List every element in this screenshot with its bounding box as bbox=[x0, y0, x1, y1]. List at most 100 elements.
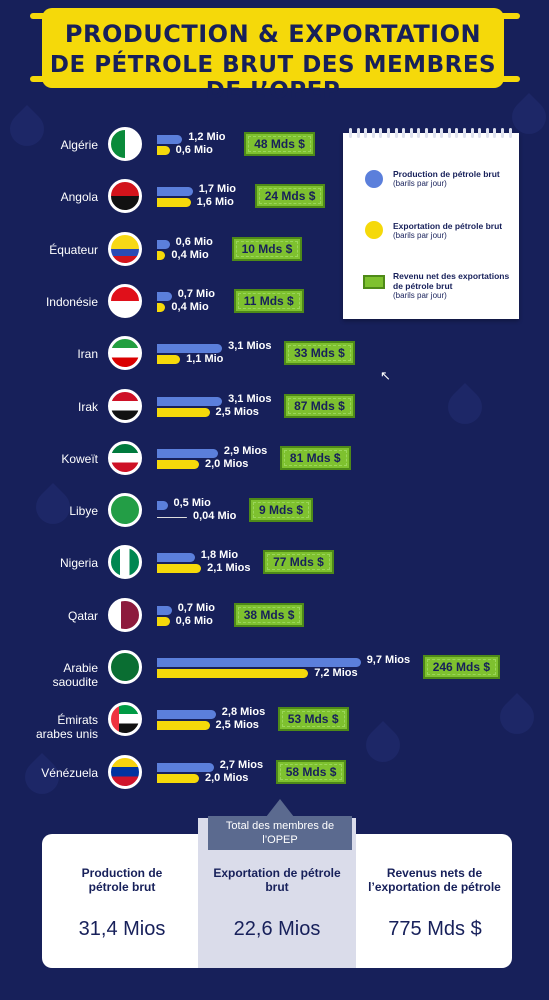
legend-spiral-mark bbox=[371, 128, 375, 138]
export-value-label: 2,1 Mios bbox=[207, 562, 251, 575]
bar-production bbox=[157, 448, 218, 458]
legend-spiral-mark bbox=[356, 128, 360, 138]
legend-revenue-bill-icon bbox=[363, 275, 385, 289]
production-value-label: 0,7 Mio bbox=[177, 601, 215, 614]
banner-notch bbox=[496, 13, 520, 19]
flag-icon bbox=[108, 597, 142, 632]
summary-export-label: Exportation de pétrole brut bbox=[213, 866, 341, 894]
background-drop-icon bbox=[358, 720, 408, 770]
production-value-label: 0,7 Mio bbox=[177, 287, 215, 300]
flag-icon bbox=[108, 545, 142, 580]
export-value-label: 0,4 Mio bbox=[171, 300, 209, 313]
bar-production bbox=[157, 135, 183, 144]
background-drop-icon bbox=[492, 692, 542, 742]
export-value-label: 0,6 Mio bbox=[175, 614, 213, 627]
bar-export bbox=[157, 616, 170, 626]
country-label: Équateur bbox=[49, 242, 98, 257]
production-value-label: 2,9 Mios bbox=[223, 444, 268, 457]
bar-production bbox=[157, 239, 170, 249]
export-value-label: 2,0 Mios bbox=[205, 457, 249, 470]
bar-production bbox=[157, 605, 172, 615]
summary-production-value: 31,4 Mios bbox=[78, 918, 166, 940]
bar-export bbox=[157, 669, 309, 678]
legend-spiral-mark bbox=[394, 128, 398, 138]
background-drop-icon bbox=[440, 382, 490, 432]
legend-spiral-mark bbox=[493, 128, 497, 138]
production-value-label: 2,8 Mios bbox=[221, 706, 266, 719]
summary-tag-arrow bbox=[266, 799, 294, 817]
legend-spiral-mark bbox=[440, 128, 444, 138]
flag-icon bbox=[108, 702, 142, 737]
country-label: Iran bbox=[77, 347, 98, 362]
flag-icon bbox=[108, 231, 142, 266]
bar-export bbox=[157, 773, 199, 783]
export-value-label: 0,04 Mio bbox=[193, 510, 237, 523]
revenue-badge: 33 Mds $ bbox=[284, 341, 355, 366]
country-label: Algérie bbox=[60, 138, 98, 152]
summary-production-label: Production de pétrole brut bbox=[81, 866, 163, 894]
legend-card: Production de pétrole brut (barils par j… bbox=[343, 128, 519, 319]
legend-spiral-mark bbox=[508, 128, 512, 138]
legend-production: Production de pétrole brut (barils par j… bbox=[393, 169, 515, 189]
title-line-2: DE PÉTROLE BRUT DES MEMBRES DE L’OPEP bbox=[49, 52, 497, 104]
country-label: Émirats arabes unis bbox=[35, 713, 98, 742]
export-value-label: 1,6 Mio bbox=[196, 196, 234, 209]
revenue-badge: 58 Mds $ bbox=[275, 759, 347, 784]
country-label: Arabie saoudite bbox=[52, 661, 98, 689]
bar-production bbox=[157, 187, 193, 197]
legend-spiral-mark bbox=[501, 128, 504, 138]
flag-icon bbox=[108, 336, 142, 371]
legend-spiral-mark bbox=[478, 128, 482, 138]
flag-icon bbox=[108, 127, 142, 161]
bar-export bbox=[157, 198, 191, 208]
country-label: Nigeria bbox=[59, 556, 98, 571]
export-value-label: 2,5 Mios bbox=[215, 405, 259, 418]
flag-icon bbox=[108, 179, 142, 214]
bar-export bbox=[157, 407, 210, 417]
revenue-badge: 10 Mds $ bbox=[231, 236, 303, 261]
legend-spiral-mark bbox=[463, 128, 466, 138]
bar-export bbox=[157, 146, 170, 155]
revenue-badge: 24 Mds $ bbox=[254, 184, 326, 209]
bar-production bbox=[157, 501, 168, 511]
bar-production bbox=[157, 291, 172, 301]
revenue-badge: 48 Mds $ bbox=[244, 132, 315, 156]
production-value-label: 0,6 Mio bbox=[175, 235, 213, 248]
bar-export bbox=[157, 459, 199, 469]
production-value-label: 2,7 Mios bbox=[219, 758, 264, 771]
legend-spiral-mark bbox=[470, 128, 474, 138]
bar-production bbox=[157, 658, 361, 667]
revenue-badge: 81 Mds $ bbox=[279, 445, 351, 470]
flag-icon bbox=[108, 440, 142, 475]
bar-export bbox=[157, 355, 181, 365]
summary-revenue-label: Revenus nets de l’exportation de pétrole bbox=[368, 866, 501, 894]
bar-production bbox=[157, 344, 223, 354]
flag-icon bbox=[108, 283, 142, 318]
flag-icon bbox=[108, 493, 142, 528]
summary-revenue-value: 775 Mds $ bbox=[388, 918, 482, 940]
legend-export-swatch bbox=[365, 221, 383, 239]
flag-icon bbox=[108, 754, 142, 789]
banner-notch bbox=[496, 76, 520, 82]
production-value-label: 3,1 Mios bbox=[228, 392, 272, 405]
revenue-badge: 87 Mds $ bbox=[284, 393, 355, 418]
legend-spiral-mark bbox=[402, 128, 406, 138]
production-value-label: 1,8 Mio bbox=[200, 549, 239, 562]
legend-revenue-title: Revenu net des exportations de pétrole b… bbox=[393, 271, 510, 291]
legend-production-title: Production de pétrole brut bbox=[393, 169, 500, 179]
title-line-1: PRODUCTION & EXPORTATION bbox=[64, 20, 482, 48]
legend-spiral-mark bbox=[447, 128, 451, 138]
bar-production bbox=[157, 762, 214, 772]
legend-spiral-mark bbox=[379, 128, 383, 138]
country-label: Angola bbox=[60, 190, 98, 205]
banner-notch bbox=[30, 76, 54, 82]
mouse-cursor-icon: ↖ bbox=[380, 368, 391, 383]
legend-spiral-mark bbox=[349, 128, 352, 138]
revenue-badge: 38 Mds $ bbox=[233, 602, 305, 627]
country-label: Irak bbox=[77, 399, 98, 414]
flag-icon bbox=[108, 650, 142, 684]
country-label: Koweït bbox=[61, 451, 98, 466]
country-label: Indonésie bbox=[45, 294, 98, 309]
bar-production bbox=[157, 553, 195, 563]
legend-spiral-mark bbox=[409, 128, 413, 138]
